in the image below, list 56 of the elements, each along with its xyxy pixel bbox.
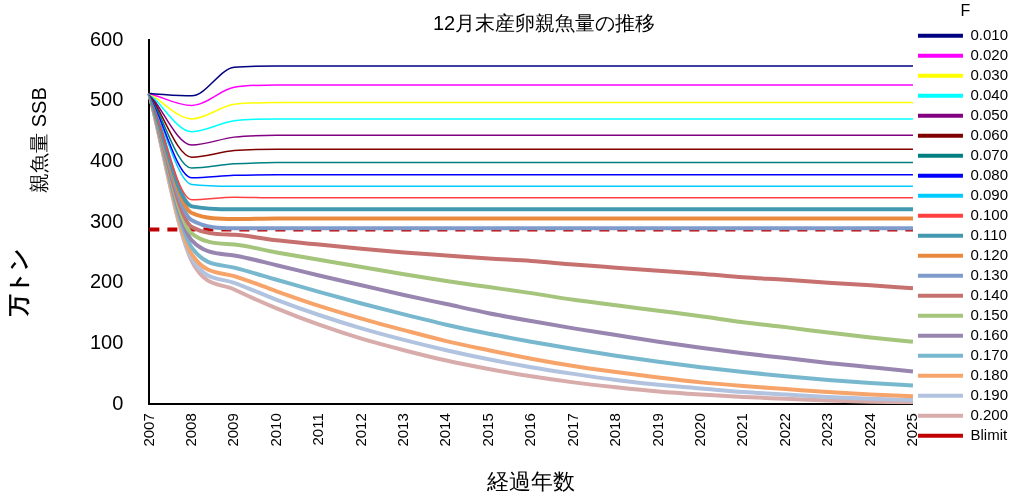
legend-label: 0.030 [970,65,1009,83]
y-tick-label: 600 [89,27,124,50]
y-tick-label: 500 [89,88,124,111]
x-tick-label: 2013 [394,413,412,447]
legend-label: 0.140 [970,285,1009,303]
legend-label: 0.040 [970,85,1009,103]
legend-label: Blimit [970,425,1008,443]
x-tick-label: 2020 [690,413,708,447]
legend-label: 0.060 [970,125,1009,143]
legend-label: 0.090 [970,185,1009,203]
y-axis-title: 親魚量 SSB [27,87,50,193]
x-tick-label: 2009 [224,413,242,447]
x-tick-label: 2023 [818,413,836,447]
y-tick-label: 400 [89,148,124,171]
x-tick-label: 2016 [521,413,539,447]
x-tick-label: 2025 [903,413,921,447]
x-tick-label: 2019 [648,413,666,447]
legend-label: 0.020 [970,45,1009,63]
chart-title: 12月末産卵親魚量の推移 [432,11,656,34]
x-tick-label: 2010 [266,413,284,447]
legend-label: 0.130 [970,265,1009,283]
line-series [148,84,914,107]
y-tick-label: 200 [89,270,124,293]
x-tick-label: 2007 [139,413,157,447]
x-tick-label: 2014 [436,413,454,447]
line-series [148,65,914,97]
text: 万トン [6,248,32,317]
y-tick-label: 0 [112,391,124,414]
line-series [148,92,914,133]
y-tick-label: 100 [89,331,124,354]
x-tick-label: 2017 [563,413,581,447]
legend-label: 0.100 [970,205,1009,223]
legend-label: 0.190 [970,385,1009,403]
x-tick-label: 2008 [181,413,199,447]
x-tick-label: 2024 [860,413,878,447]
y-tick-label: 300 [89,209,124,232]
x-axis-title: 経過年数 [486,468,576,494]
x-tick-label: 2011 [309,413,327,446]
x-tick-label: 2021 [733,413,751,447]
legend-title: F [960,2,971,20]
legend-label: 0.110 [970,225,1007,243]
x-tick-label: 2012 [351,413,369,447]
x-tick-label: 2018 [606,413,624,447]
legend-label: 0.070 [970,145,1009,163]
legend-label: 0.080 [970,165,1009,183]
legend-label: 0.150 [970,305,1009,323]
legend-label: 0.170 [970,345,1009,363]
legend-label: 0.120 [970,245,1009,263]
legend-label: 0.160 [970,325,1009,343]
x-tick-label: 2015 [478,413,496,447]
legend-label: 0.200 [970,405,1009,423]
legend-label: 0.180 [970,365,1009,383]
legend-label: 0.010 [970,25,1009,43]
line-series [148,92,914,120]
x-tick-label: 2022 [775,413,793,447]
legend-label: 0.050 [970,105,1009,123]
